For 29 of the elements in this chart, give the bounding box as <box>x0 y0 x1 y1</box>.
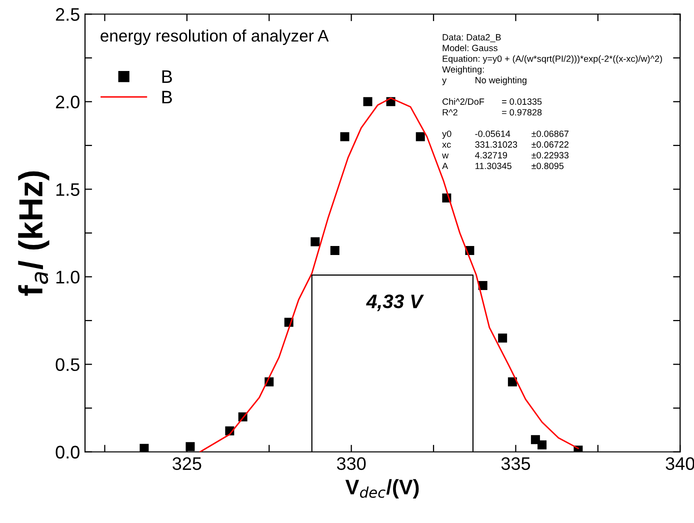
y-tick-label: 1.5 <box>56 183 80 196</box>
x-tick-label: 335 <box>501 457 530 470</box>
x-axis-title: V$_{dec}$/(V) <box>345 479 419 499</box>
y-axis-title: f$_{a}$/ (kHz) <box>18 171 50 296</box>
point <box>498 334 508 343</box>
y-tick-label: 2.5 <box>56 8 80 21</box>
point <box>538 440 547 450</box>
x-tick-label: 325 <box>172 457 202 470</box>
point <box>363 97 372 106</box>
text: y0 -0.05614 ±0.06867 xc 331.31023 ±0.06722 w 4.32719 ±0.22933 A 11.30345 ±0.8095 <box>442 130 569 170</box>
y-tick-label: 2.0 <box>56 96 80 108</box>
y-tick-label: 1.0 <box>56 270 80 284</box>
x-tick-label: 340 <box>666 457 694 470</box>
legend-label: B <box>162 90 172 104</box>
text: Chi^2/DoF = 0.01335 R^2 = 0.97828 <box>442 98 542 116</box>
y-tick-label: 0.5 <box>56 358 80 372</box>
point <box>416 132 425 142</box>
text: Data: Data2_B Model: Gauss Equation: y=y0 + (A/(w*sqrt(PI/2)))*exp(-2*((x-xc)/w)^2) Weighting: y No weighting <box>442 34 662 86</box>
point <box>310 237 320 246</box>
point <box>186 442 195 452</box>
x-tick-label: 330 <box>336 457 366 470</box>
y-tick-label: 0.0 <box>56 446 80 459</box>
legend-label: B <box>162 70 172 83</box>
point <box>340 132 350 142</box>
point <box>330 246 340 256</box>
point <box>140 444 149 452</box>
text: energy resolution of analyzer A <box>100 29 329 45</box>
annotation: 4,33 V <box>366 294 424 312</box>
point <box>508 377 517 386</box>
